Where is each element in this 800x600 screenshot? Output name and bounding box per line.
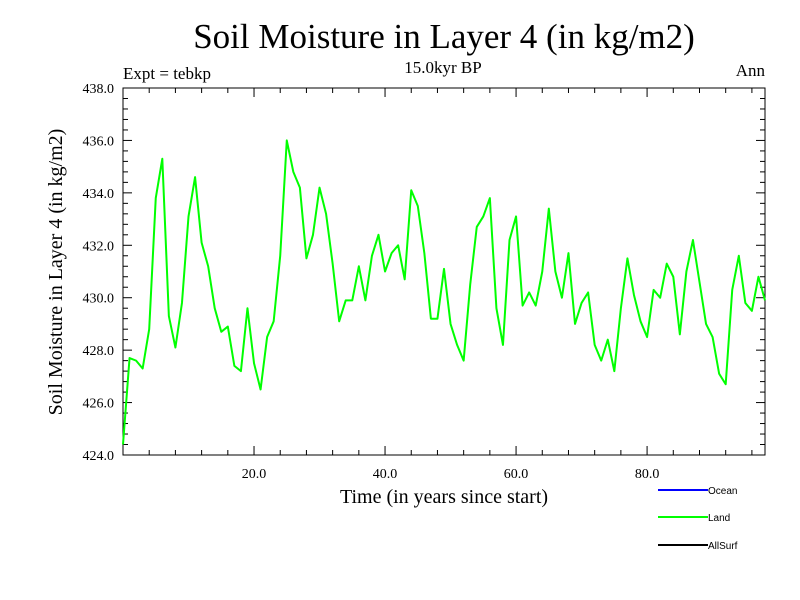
- y-tick-label: 428.0: [83, 344, 115, 359]
- series-line-land: [122, 139, 766, 445]
- x-tick-labels: 20.0 40.0 60.0 80.0: [242, 467, 660, 482]
- x-axis-label: Time (in years since start): [340, 486, 548, 508]
- y-tick-label: 430.0: [83, 292, 115, 307]
- legend-item-ocean: Ocean: [658, 486, 737, 497]
- legend-label: AllSurf: [708, 541, 738, 552]
- x-tick-label: 20.0: [242, 467, 267, 482]
- legend-label: Land: [708, 513, 730, 524]
- x-tick-label: 60.0: [504, 467, 529, 482]
- y-tick-label: 424.0: [83, 449, 115, 464]
- legend: Ocean Land AllSurf: [658, 486, 738, 552]
- legend-item-land: Land: [658, 513, 730, 524]
- y-axis-label: Soil Moisture in Layer 4 (in kg/m2): [45, 129, 67, 416]
- y-tick-label: 434.0: [83, 187, 115, 202]
- y-tick-label: 436.0: [83, 134, 115, 149]
- plot-frame: [122, 87, 766, 456]
- y-tick-label: 426.0: [83, 397, 115, 412]
- y-tick-labels: 424.0 426.0 428.0 430.0 432.0 434.0 436.0 438.0: [83, 82, 115, 464]
- legend-item-allsurf: AllSurf: [658, 541, 738, 552]
- y-tick-label: 438.0: [83, 82, 115, 97]
- x-tick-label: 40.0: [373, 467, 398, 482]
- plot-area: 20.0 40.0 60.0 80.0 424.0 426.0 428.0 430.0 432…: [83, 82, 766, 482]
- x-tick-label: 80.0: [635, 467, 660, 482]
- axis-ticks: [123, 87, 765, 456]
- legend-label: Ocean: [708, 486, 737, 497]
- y-tick-label: 432.0: [83, 239, 115, 254]
- season-label: Ann: [736, 61, 766, 80]
- experiment-label: Expt = tebkp: [123, 64, 211, 83]
- series-group: [122, 139, 766, 445]
- chart-subtitle: 15.0kyr BP: [404, 58, 481, 77]
- chart-title: Soil Moisture in Layer 4 (in kg/m2): [193, 17, 695, 56]
